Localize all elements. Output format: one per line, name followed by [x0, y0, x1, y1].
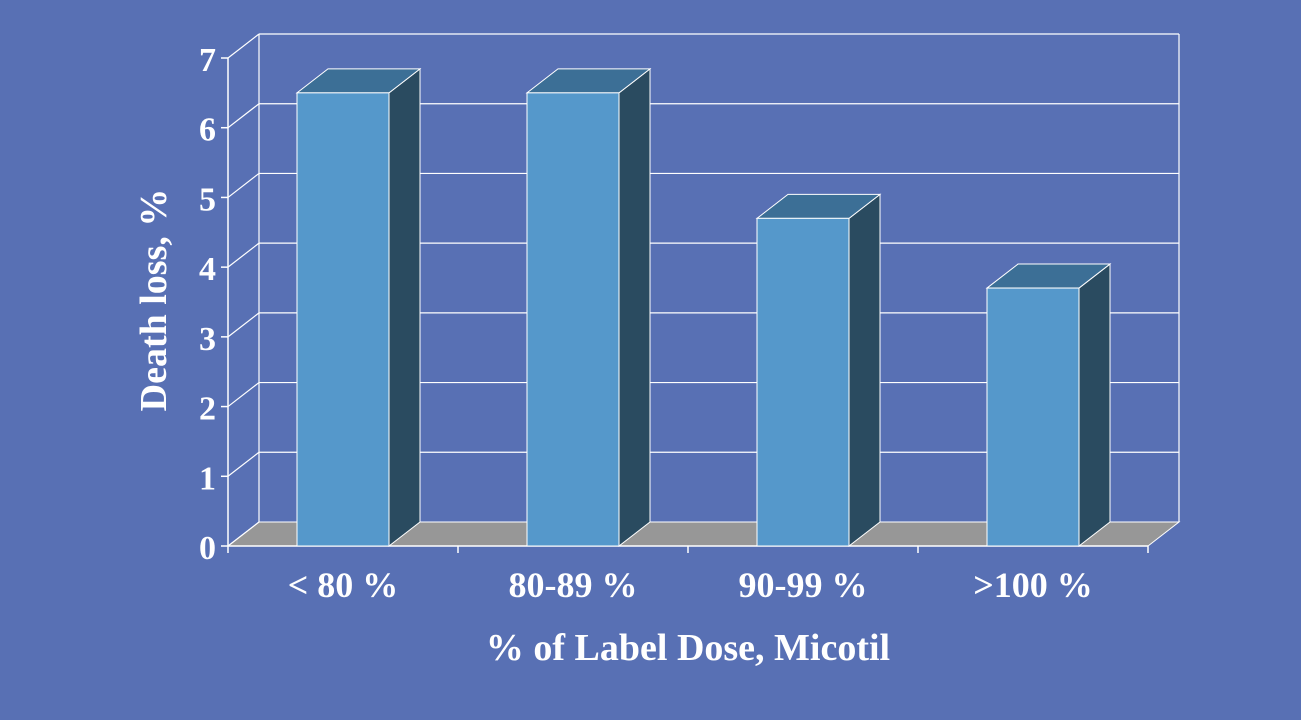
bar-side	[848, 193, 881, 548]
bar-3	[755, 193, 882, 548]
gridline-depth	[227, 33, 260, 59]
gridline-depth	[227, 103, 260, 129]
bar-side	[1078, 263, 1111, 548]
bar-front	[526, 92, 620, 547]
y-tick-label: 2	[199, 391, 216, 428]
bar-4	[985, 263, 1112, 548]
gridline-depth	[227, 242, 260, 268]
y-tick-label: 0	[199, 530, 216, 567]
x-tick-label: 90-99 %	[739, 565, 868, 605]
bar-1	[295, 67, 422, 548]
bar-front	[296, 92, 390, 547]
y-tick-label: 1	[199, 460, 216, 497]
gridline-depth	[227, 312, 260, 338]
y-axis-title: Death loss, %	[133, 189, 175, 412]
x-tick-labels: < 80 % 80-89 % 90-99 % >100 %	[288, 565, 1093, 605]
x-tick-label: >100 %	[973, 565, 1093, 605]
bars	[295, 67, 1112, 548]
x-tick-label: < 80 %	[288, 565, 399, 605]
gridline-depth	[227, 521, 260, 547]
y-tick-label: 6	[199, 112, 216, 149]
y-tick-label: 5	[199, 181, 216, 218]
gridline-depth	[227, 382, 260, 408]
x-axis-title: % of Label Dose, Micotil	[486, 627, 890, 669]
gridline-depth	[227, 451, 260, 477]
bar-front	[986, 287, 1080, 547]
bar-side	[388, 67, 421, 548]
gridline-depth	[227, 172, 260, 198]
bar-side	[618, 67, 651, 548]
bar-front	[756, 217, 850, 547]
y-tick-labels: 0 1 2 3 4 5 6 7	[199, 42, 216, 567]
y-tick-label: 7	[199, 42, 216, 79]
y-tick-label: 3	[199, 321, 216, 358]
x-tick-label: 80-89 %	[509, 565, 638, 605]
bar-2	[525, 67, 652, 548]
y-tick-label: 4	[199, 251, 216, 288]
